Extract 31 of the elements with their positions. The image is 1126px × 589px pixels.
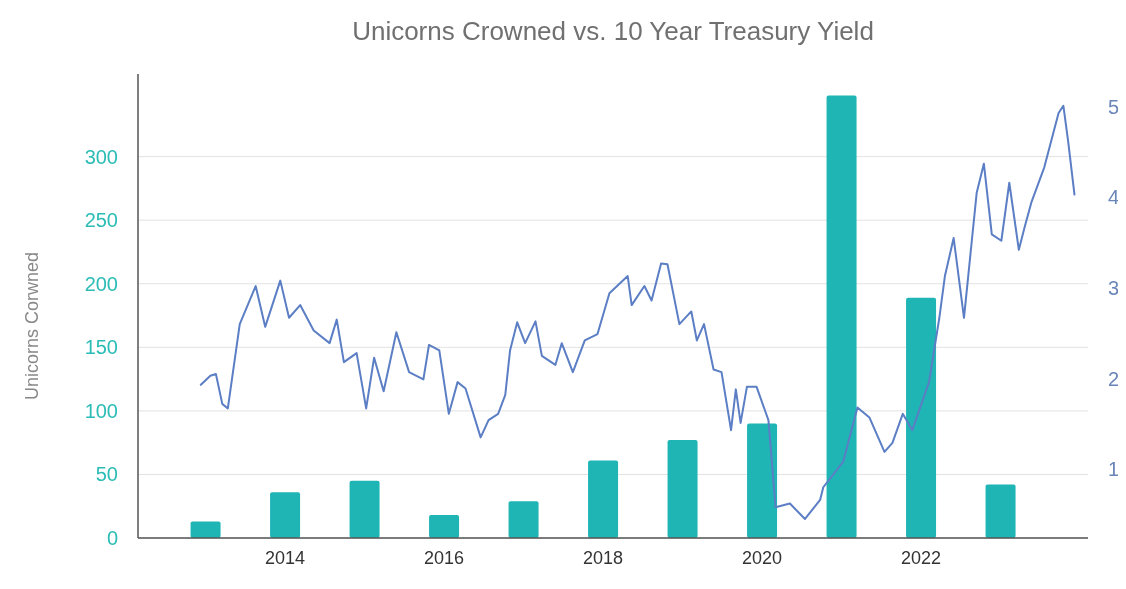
bar <box>906 297 937 538</box>
y-tick-label: 300 <box>84 145 118 168</box>
y-tick-label: 150 <box>84 336 118 359</box>
x-tick-label: 2020 <box>742 548 783 568</box>
bar <box>349 480 380 538</box>
x-tick-label: 2016 <box>424 548 465 568</box>
y-tick-label: 200 <box>84 272 118 295</box>
y2-tick-label: 4 <box>1108 186 1120 209</box>
y2-tick-label: 3 <box>1108 276 1120 299</box>
y-tick-label: 50 <box>95 463 118 486</box>
y-tick-label: 250 <box>84 209 118 232</box>
y2-tick-label: 2 <box>1108 367 1120 390</box>
bar <box>508 501 539 538</box>
bar <box>747 423 778 538</box>
bar <box>429 515 460 538</box>
y-axis-title: Unicorns Corwned <box>22 251 42 401</box>
chart-title: Unicorns Crowned vs. 10 Year Treasury Yield <box>352 16 874 46</box>
bar <box>588 460 619 538</box>
bar <box>667 440 698 538</box>
bar <box>985 484 1016 538</box>
line-series <box>199 104 1076 520</box>
x-tick-label: 2022 <box>901 548 942 568</box>
y2-tick-label: 5 <box>1108 95 1120 118</box>
y2-tick-label: 1 <box>1108 458 1120 481</box>
x-tick-label: 2018 <box>583 548 624 568</box>
bar <box>826 95 857 538</box>
x-tick-label: 2014 <box>265 548 306 568</box>
y-tick-label: 100 <box>84 399 118 422</box>
y-tick-label: 0 <box>106 527 118 549</box>
bar <box>270 492 301 538</box>
bar <box>190 521 221 538</box>
